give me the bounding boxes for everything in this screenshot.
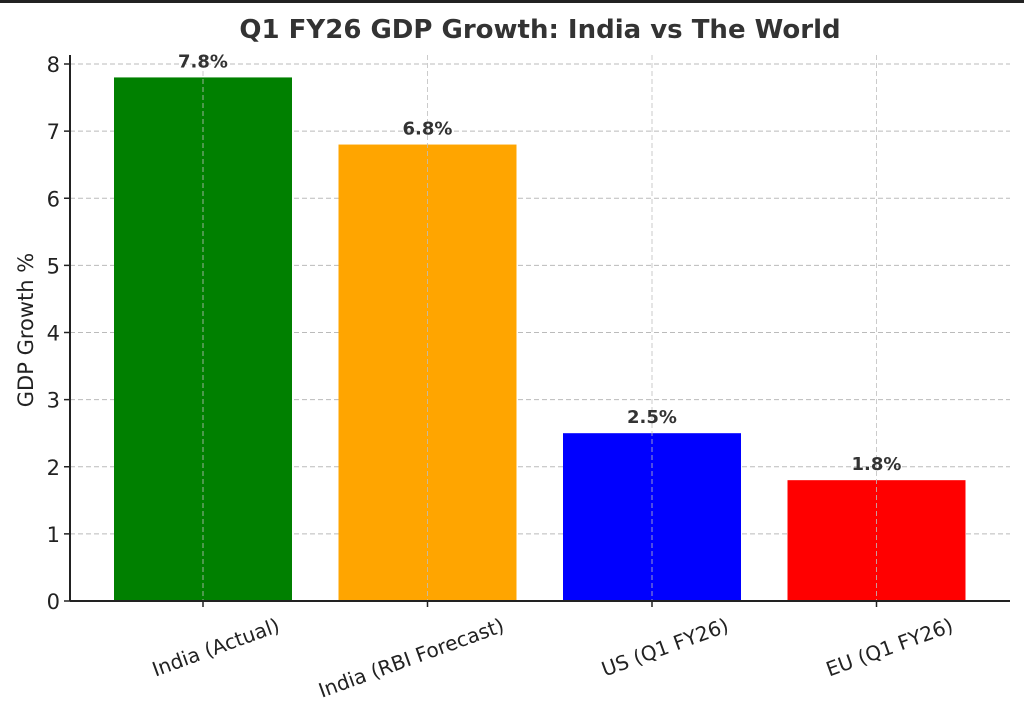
- x-tick-label: US (Q1 FY26): [598, 613, 731, 681]
- top-border: [0, 0, 1024, 3]
- data-label: 7.8%: [178, 51, 228, 72]
- vertical-grid: [202, 55, 877, 601]
- data-label: 2.5%: [627, 407, 677, 428]
- bars: [114, 77, 966, 602]
- bar: [787, 480, 966, 601]
- y-tick-label: 7: [47, 120, 60, 144]
- y-tick-label: 8: [47, 53, 60, 77]
- y-tick-label: 4: [47, 322, 60, 346]
- y-tick-label: 3: [47, 389, 60, 413]
- data-label: 1.8%: [852, 454, 902, 475]
- data-labels: 7.8% 6.8% 2.5% 1.8%: [178, 51, 901, 475]
- bar: [338, 144, 517, 602]
- y-tick-label: 0: [47, 590, 60, 614]
- y-tick-label: 6: [47, 187, 60, 211]
- y-axis-label: GDP Growth %: [14, 253, 38, 407]
- y-tick-label: 1: [47, 523, 60, 547]
- chart-title: Q1 FY26 GDP Growth: India vs The World: [239, 15, 840, 45]
- y-tick-label: 5: [47, 254, 60, 278]
- bar: [563, 433, 741, 601]
- y-tick-label: 2: [47, 456, 60, 480]
- x-tick-label: India (RBI Forecast): [315, 613, 507, 702]
- data-label: 6.8%: [403, 119, 453, 140]
- x-tick-label: EU (Q1 FY26): [823, 613, 956, 681]
- x-ticks: India (Actual) India (RBI Forecast) US (Q1…: [149, 601, 956, 703]
- x-tick-label: India (Actual): [149, 613, 283, 681]
- y-ticks: 0 1 2 3 4 5 6 7 8: [47, 53, 70, 614]
